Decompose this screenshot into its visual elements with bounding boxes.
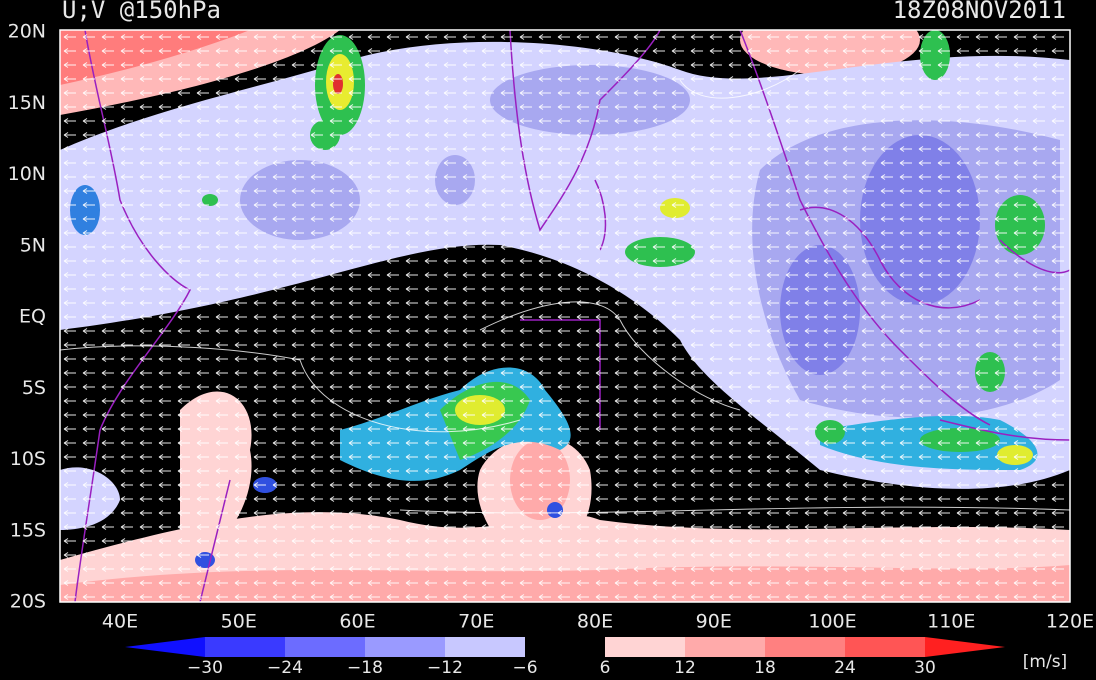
- plot-frame: [59, 29, 1071, 603]
- colorbar-box: [845, 637, 925, 657]
- colorbar-label: −18: [347, 658, 383, 678]
- colorbar-arrow: [125, 637, 205, 657]
- lon-label: 100E: [808, 611, 856, 633]
- colorbar-label: −6: [512, 658, 537, 678]
- lon-label: 40E: [102, 611, 138, 633]
- colorbar-label: 30: [914, 658, 936, 678]
- colorbar-label: 24: [834, 658, 856, 678]
- colorbar-box: [685, 637, 765, 657]
- lat-label: 20N: [8, 21, 46, 43]
- colorbar-label: −24: [267, 658, 303, 678]
- colorbar-label: 12: [674, 658, 696, 678]
- colorbar-label: 6: [600, 658, 611, 678]
- colorbar-box: [525, 637, 605, 657]
- colorbar-arrow: [925, 637, 1005, 657]
- lon-label: 80E: [577, 611, 613, 633]
- colorbar-box: [605, 637, 685, 657]
- lon-label: 50E: [221, 611, 257, 633]
- colorbar-labels: −30 −24 −18 −12 −6 6 12 18 24 30: [187, 658, 936, 678]
- lon-label: 90E: [696, 611, 732, 633]
- lon-label: 110E: [927, 611, 975, 633]
- lat-label: 15N: [8, 92, 46, 114]
- colorbar-box: [765, 637, 845, 657]
- lat-label: 5S: [22, 377, 46, 399]
- colorbar-box: [445, 637, 525, 657]
- colorbar-label: −12: [427, 658, 463, 678]
- lon-label: 120E: [1046, 611, 1094, 633]
- colorbar-box: [285, 637, 365, 657]
- colorbar-box: [365, 637, 445, 657]
- map-title: U;V @150hPa: [62, 0, 221, 24]
- lat-label: EQ: [19, 306, 46, 328]
- lat-label: 10S: [10, 448, 46, 470]
- lat-label: 10N: [8, 163, 46, 185]
- lat-label: 20S: [10, 591, 46, 613]
- lat-labels: 20N 15N 10N 5N EQ 5S 10S 15S 20S: [8, 21, 46, 613]
- map-time: 18Z08NOV2011: [893, 0, 1066, 24]
- colorbar-box: [205, 637, 285, 657]
- map-plot: [60, 30, 1070, 602]
- lat-label: 15S: [10, 519, 46, 541]
- lat-label: 5N: [20, 234, 46, 256]
- colorbar-label: 18: [754, 658, 776, 678]
- wind-vectors: [60, 30, 1070, 602]
- colorbar: −30 −24 −18 −12 −6 6 12 18 24 30 [m/s]: [125, 637, 1067, 678]
- colorbar-unit: [m/s]: [1023, 652, 1067, 672]
- lon-labels: 40E 50E 60E 70E 80E 90E 100E 110E 120E: [102, 611, 1094, 633]
- lon-label: 70E: [458, 611, 494, 633]
- lon-label: 60E: [339, 611, 375, 633]
- colorbar-label: −30: [187, 658, 223, 678]
